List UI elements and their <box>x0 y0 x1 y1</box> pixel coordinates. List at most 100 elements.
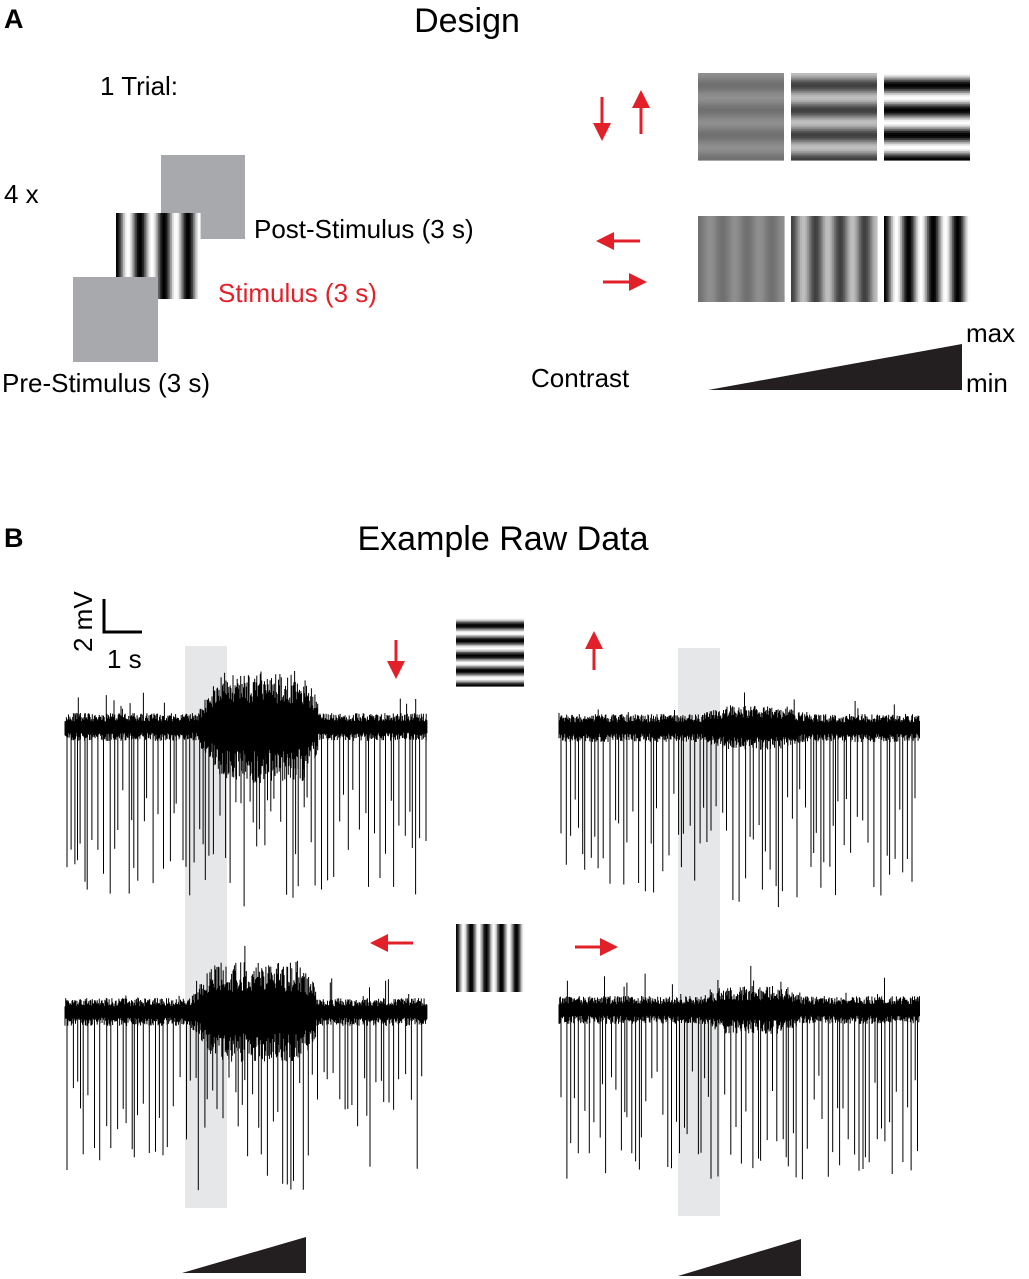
horizontal-grating-contrast-1-strip <box>698 91 784 94</box>
stimulus-grating-strip <box>168 213 171 299</box>
stimulus-grating-strip <box>191 213 194 299</box>
horizontal-grating-contrast-2-strip <box>791 121 877 125</box>
horizontal-grating-contrast-2 <box>791 73 877 161</box>
stimulus-grating-strip <box>138 213 142 299</box>
example-horizontal-grating-strip <box>456 663 524 666</box>
stimulus-grating-strip <box>161 213 164 299</box>
stimulus-grating-strip <box>154 213 157 299</box>
horizontal-grating-contrast-2-strip <box>791 118 877 121</box>
vertical-grating-contrast-1-strip <box>755 216 758 302</box>
horizontal-grating-contrast-2-strip <box>791 136 877 139</box>
example-horizontal-grating-strip <box>456 629 524 632</box>
horizontal-grating-contrast-1-strip <box>698 131 784 134</box>
horizontal-grating-contrast-1-strip <box>698 100 784 103</box>
horizontal-grating-contrast-1-strip <box>698 134 784 138</box>
stimulus-grating-strip <box>179 213 182 299</box>
vertical-grating-contrast-2-strip <box>868 216 871 302</box>
horizontal-grating-contrast-1-strip <box>698 74 784 78</box>
horizontal-grating-contrast-2-strip <box>791 89 877 92</box>
vertical-grating-contrast-2-strip <box>812 216 815 302</box>
horizontal-grating-contrast-2-strip <box>791 78 877 81</box>
example-vertical-grating-strip <box>480 924 483 992</box>
horizontal-grating-contrast-3-strip <box>884 145 970 148</box>
vertical-grating-contrast-3-strip <box>903 216 907 302</box>
vertical-grating-contrast-3-strip <box>892 216 896 302</box>
vertical-grating-contrast-3-strip <box>935 216 939 302</box>
horizontal-grating-contrast-2-strip <box>791 107 877 110</box>
trace-left-spikes <box>66 1012 423 1191</box>
example-vertical-grating-strip <box>461 924 464 992</box>
horizontal-grating-contrast-3-strip <box>884 150 970 154</box>
example-vertical-grating-strip <box>509 924 512 992</box>
example-horizontal-grating-strip <box>456 632 524 635</box>
vertical-grating-contrast-1-strip <box>776 216 780 302</box>
horizontal-grating-contrast-2-strip <box>791 76 877 80</box>
vertical-grating-contrast-3-strip <box>907 216 910 302</box>
vertical-grating-contrast-1-strip <box>699 216 703 302</box>
vertical-grating-contrast-3-strip <box>884 216 887 302</box>
example-horizontal-grating-strip <box>456 620 524 623</box>
vertical-grating-contrast-1-strip <box>719 216 722 302</box>
horizontal-grating-contrast-1-strip <box>698 80 784 83</box>
vertical-grating-contrast-3-strip <box>896 216 899 302</box>
vertical-grating-contrast-1-strip <box>746 216 749 302</box>
vertical-grating-contrast-2-strip <box>817 216 821 302</box>
stimulus-grating-strip <box>128 213 131 299</box>
example-horizontal-grating-strip <box>456 669 524 672</box>
vertical-grating-contrast-3-strip <box>968 216 971 302</box>
stimulus-grating-strip <box>151 213 154 299</box>
horizontal-grating-contrast-1-strip <box>698 147 784 150</box>
trace-left-noise <box>64 945 428 1062</box>
vertical-grating-contrast-3-strip <box>900 216 903 302</box>
vertical-grating-contrast-1-strip <box>723 216 726 302</box>
example-horizontal-grating-strip <box>456 684 524 687</box>
vertical-grating-contrast-3-strip <box>918 216 921 302</box>
example-horizontal-grating <box>456 618 524 687</box>
horizontal-grating-contrast-1-strip <box>698 143 784 147</box>
stimulus-grating-strip <box>198 213 201 299</box>
vertical-grating-contrast-1-strip <box>742 216 746 302</box>
horizontal-grating-contrast-3-strip <box>884 154 970 157</box>
horizontal-grating-contrast-2-strip <box>791 74 877 78</box>
example-horizontal-grating-strip <box>456 639 524 642</box>
horizontal-grating-contrast-2-strip <box>791 102 877 105</box>
vertical-grating-contrast-2-strip <box>837 216 840 302</box>
vertical-grating-contrast-1-strip <box>735 216 739 302</box>
vertical-grating-contrast-2-strip <box>814 216 817 302</box>
horizontal-grating-contrast-1-strip <box>698 149 784 152</box>
horizontal-grating-contrast-1-strip <box>698 120 784 123</box>
horizontal-grating-contrast-1-strip <box>698 150 784 154</box>
stimulus-grating-strip <box>121 213 124 299</box>
vertical-grating-contrast-3-strip <box>894 216 898 302</box>
vertical-grating-contrast-1-strip <box>712 216 715 302</box>
stimulus-label: Stimulus (3 s) <box>218 278 377 308</box>
stimulus-grating-strip <box>184 213 187 299</box>
example-vertical-grating-strip <box>497 924 500 992</box>
horizontal-grating-contrast-2-strip <box>791 131 877 134</box>
vertical-grating-contrast-1-strip <box>762 216 765 302</box>
stimulus-grating-strip <box>124 213 128 299</box>
horizontal-grating-contrast-2-strip <box>791 134 877 138</box>
example-vertical-grating-strip <box>470 924 473 992</box>
horizontal-grating-contrast-3-strip <box>884 111 970 114</box>
vertical-grating-contrast-3-strip <box>964 216 968 302</box>
horizontal-grating-contrast-2-strip <box>791 112 877 116</box>
vertical-grating-contrast-1-strip <box>737 216 740 302</box>
vertical-grating-contrast-2-strip <box>816 216 819 302</box>
horizontal-grating-contrast-3-strip <box>884 116 970 119</box>
vertical-grating-contrast-2-strip <box>821 216 824 302</box>
vertical-grating-contrast-2-strip <box>803 216 806 302</box>
horizontal-grating-contrast-1-strip <box>698 83 784 87</box>
horizontal-grating-contrast-3-strip <box>884 73 970 76</box>
horizontal-grating-contrast-2-strip <box>791 116 877 119</box>
vertical-grating-contrast-2-strip <box>875 216 878 302</box>
horizontal-grating-contrast-1-strip <box>698 158 784 161</box>
horizontal-grating-contrast-1-strip <box>698 132 784 136</box>
vertical-grating-contrast-1-strip <box>710 216 713 302</box>
vertical-grating-contrast-2-strip <box>846 216 849 302</box>
example-horizontal-grating-strip <box>456 643 524 646</box>
vertical-grating-contrast-2-strip <box>853 216 857 302</box>
example-horizontal-grating-strip <box>456 635 524 638</box>
example-vertical-grating-strip <box>460 924 463 992</box>
example-vertical-grating-strip <box>485 924 488 992</box>
